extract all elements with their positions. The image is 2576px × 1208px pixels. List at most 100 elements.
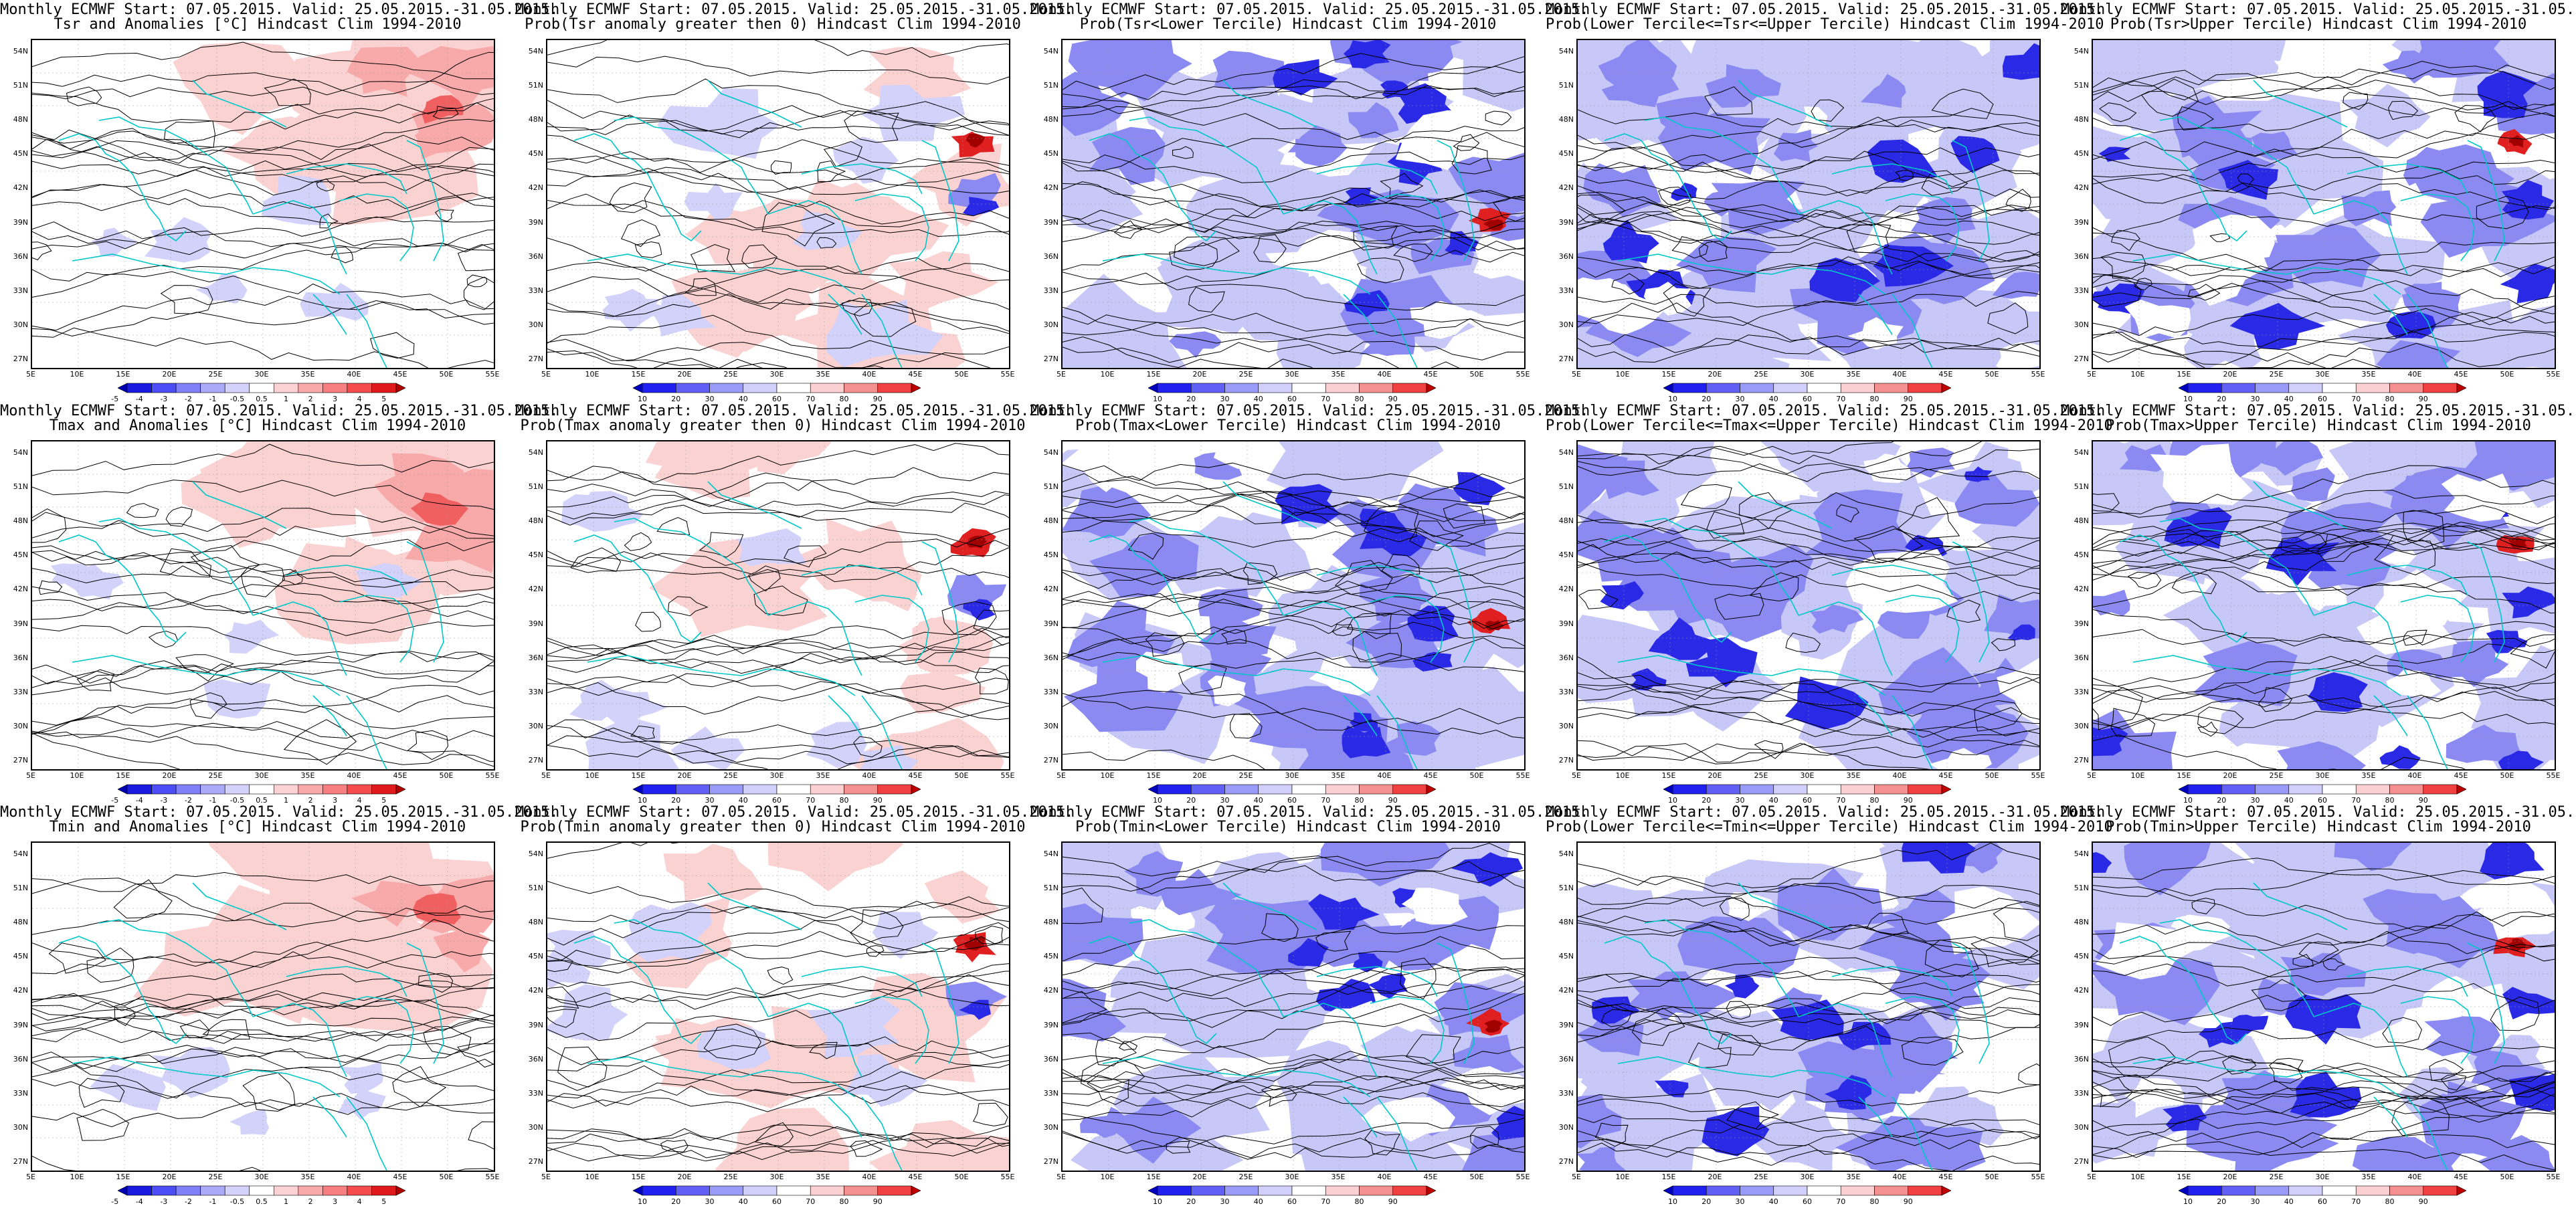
contour-line (1578, 448, 2039, 481)
colorbar-segment (844, 1185, 879, 1196)
colorbar-label: 80 (1869, 796, 1879, 805)
colorbar-swatches (1663, 1185, 1951, 1196)
colorbar-label: 10 (638, 395, 647, 403)
shaded-region (2376, 340, 2461, 368)
shaded-region (300, 282, 369, 321)
longitude-label: 5E (1056, 370, 1066, 379)
longitude-label: 15E (631, 1173, 646, 1181)
latitude-label: 48N (13, 115, 28, 124)
contour-line (1578, 589, 1619, 609)
coastline (1858, 695, 1893, 736)
shaded-region (2508, 1074, 2555, 1112)
coastline (767, 200, 862, 275)
shaded-region (1169, 331, 1222, 359)
shaded-region (657, 88, 781, 159)
colorbar-label: 60 (2318, 1197, 2327, 1206)
contour-line (1127, 532, 1164, 560)
colorbar-label: 2 (308, 395, 313, 403)
latitude-label: 42N (1043, 183, 1059, 193)
longitude-label: 20E (2223, 771, 2237, 780)
colorbar: -5 -4 -3 -2 -1 -0.5 0.5 1 2 3 4 5 (111, 1185, 405, 1208)
shaded-region (645, 441, 746, 479)
shaded-region (1777, 868, 1884, 941)
latitude-label: 33N (13, 286, 28, 295)
shaded-region (965, 133, 986, 148)
coastline (1617, 254, 1886, 295)
colorbar-segment (642, 784, 676, 795)
latitude-label: 42N (528, 585, 543, 594)
contour-line (165, 506, 193, 527)
colorbar-label: 20 (1186, 1197, 1196, 1206)
contour-line (2099, 102, 2137, 122)
longitude-label: 15E (116, 1173, 130, 1181)
forecast-panel: Monthly ECMWF Start: 07.05.2015. Valid: … (515, 0, 1073, 404)
colorbar: 10 20 30 40 60 70 80 90 (1663, 383, 1951, 405)
shaded-region (868, 1120, 1009, 1171)
coastline (2159, 116, 2314, 215)
shaded-region (2502, 987, 2555, 1019)
shaded-region (2150, 230, 2268, 306)
contour-line (547, 293, 1009, 334)
coastline (72, 655, 341, 696)
coastline (921, 140, 959, 262)
contour-line (823, 140, 862, 167)
contour-line (32, 598, 494, 624)
contour-line (817, 160, 846, 182)
contour-line (1578, 256, 2039, 289)
contour-line (1063, 161, 1524, 221)
longitude-label: 25E (723, 1173, 738, 1181)
colorbar-segment (1672, 784, 1707, 795)
coastline (1798, 200, 1893, 275)
panel-title-line1: Monthly ECMWF Start: 07.05.2015. Valid: … (1546, 403, 2104, 419)
colorbar-arrow-left (1148, 383, 1158, 393)
contour-line (2237, 173, 2254, 188)
longitude-label: 5E (1572, 370, 1581, 379)
longitude-label: 15E (1661, 370, 1676, 379)
coastline (2119, 936, 2247, 1045)
colorbar-label: 10 (1668, 796, 1677, 805)
contour-line (754, 1122, 794, 1146)
panel-title-line2: Prob(Tsr<Lower Tercile) Hindcast Clim 19… (1079, 16, 1497, 33)
contour-line (32, 118, 494, 151)
contour-line (547, 950, 573, 973)
shaded-region (1168, 512, 1312, 586)
contour-line (1578, 146, 2039, 187)
coastline (339, 193, 414, 262)
contour-line (2322, 958, 2346, 971)
contour-line (2093, 858, 2555, 884)
shaded-region (1453, 472, 1506, 506)
coastline (921, 541, 959, 663)
contour-line (1993, 900, 2039, 941)
colorbar-arrow-right (2456, 383, 2466, 393)
latitude-label: 48N (528, 115, 543, 124)
contour-line (1063, 843, 1524, 877)
latitude-label: 27N (13, 1157, 28, 1166)
latitude-label: 51N (1043, 884, 1059, 893)
contour-line (2093, 312, 2555, 342)
colorbar-label: 90 (2418, 395, 2428, 403)
shaded-region (1348, 102, 1399, 138)
contour-line (1063, 340, 1524, 363)
longitude-label: 10E (2130, 370, 2145, 379)
contour-line (392, 1066, 447, 1108)
contour-line (2258, 687, 2292, 712)
map-area (1576, 440, 2041, 771)
shaded-region (1578, 1146, 1627, 1171)
colorbar-label: 80 (1869, 1197, 1879, 1206)
contour-line (547, 134, 1009, 173)
contour-line (1485, 110, 1512, 126)
latitude-label: 54N (1043, 47, 1059, 56)
coastline (2132, 655, 2401, 696)
shaded-region (1954, 474, 2039, 527)
coastline (2313, 200, 2408, 275)
colorbar-label: 30 (705, 1197, 715, 1206)
contour-line (32, 730, 494, 765)
longitude-label: 20E (2223, 1173, 2237, 1181)
map-area (2092, 440, 2556, 771)
colorbar-label: 30 (1220, 395, 1230, 403)
contour-line (1698, 240, 1728, 262)
shaded-region (50, 563, 90, 585)
panel-title-line2: Prob(Tmax>Upper Tercile) Hindcast Clim 1… (2106, 417, 2531, 434)
contour-line (635, 611, 661, 632)
shaded-region (2478, 1135, 2555, 1171)
